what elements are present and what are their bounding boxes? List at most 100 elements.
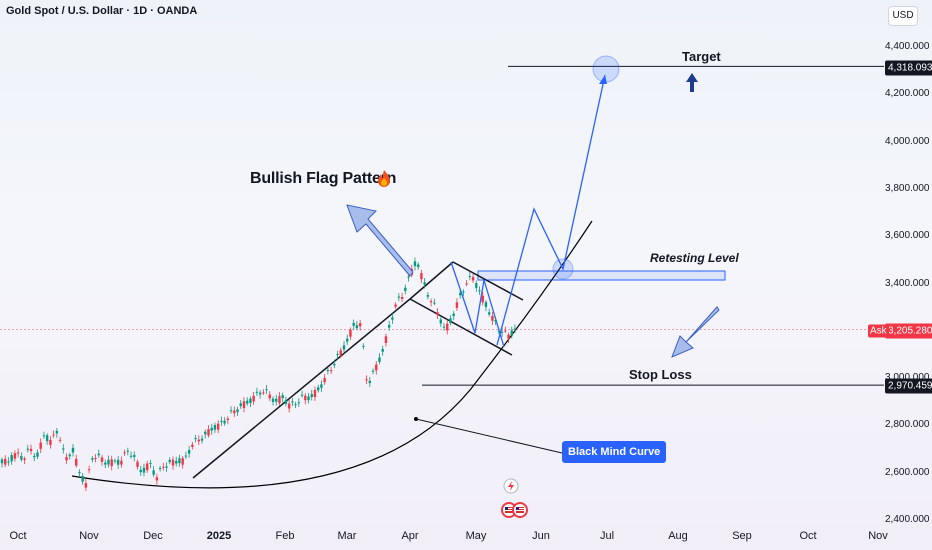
candle-body	[378, 357, 381, 362]
candle-body	[249, 398, 252, 403]
candle-body	[158, 468, 162, 470]
retest-label: Retesting Level	[650, 251, 739, 265]
candle-body	[352, 322, 355, 326]
currency-button[interactable]: USD	[888, 6, 918, 26]
candle-body	[226, 418, 230, 421]
candle-body	[487, 312, 491, 315]
candle-body	[478, 290, 481, 292]
candle-body	[346, 338, 349, 342]
candle-body	[110, 459, 113, 467]
candle-body	[513, 328, 517, 330]
candle-body	[326, 369, 330, 371]
candle-body	[255, 391, 259, 393]
fire-icon	[378, 170, 390, 187]
candle-body	[436, 312, 439, 315]
x-tick-label: May	[465, 530, 487, 542]
symbol-title[interactable]: Gold Spot / U.S. Dollar · 1D · OANDA	[6, 5, 198, 17]
event-flash-icon[interactable]	[503, 478, 519, 494]
candle-body	[204, 431, 207, 435]
pattern-arrow	[346, 204, 414, 277]
candle-body	[375, 364, 378, 371]
y-tick-label: 4,000.000	[885, 135, 930, 147]
candle-body	[113, 460, 117, 462]
candle-body	[13, 453, 17, 459]
candle-body	[420, 273, 423, 280]
candle-body	[7, 461, 10, 463]
candle-body	[287, 403, 291, 409]
candle-body	[497, 330, 501, 332]
candle-body	[407, 276, 410, 278]
target-price-tag: 4,318.093	[885, 60, 932, 76]
candle-body	[23, 458, 26, 460]
candle-body	[29, 448, 33, 452]
candle-body	[142, 467, 146, 473]
candle-body	[362, 345, 365, 347]
candle-body	[442, 326, 446, 328]
candle-body	[291, 401, 294, 403]
candle-body	[365, 379, 368, 381]
candle-body	[304, 395, 307, 401]
candle-body	[36, 452, 39, 457]
x-tick-label: Oct	[9, 530, 27, 542]
candle-body	[468, 276, 472, 278]
y-tick-label: 4,200.000	[885, 88, 930, 100]
candle-body	[316, 387, 320, 391]
candle-body	[446, 323, 449, 331]
candle-body	[417, 264, 420, 268]
candle-body	[75, 459, 78, 466]
candle-body	[265, 389, 268, 391]
x-tick-label: Jun	[532, 530, 550, 542]
flag-top-line	[409, 261, 454, 300]
candle-body	[313, 389, 317, 398]
candle-body	[242, 401, 246, 409]
candle-body	[10, 455, 13, 462]
candle-body	[136, 461, 139, 467]
candle-body	[16, 452, 20, 454]
candle-body	[33, 455, 36, 458]
candle-body	[455, 302, 459, 308]
y-tick-label: 3,600.000	[885, 230, 930, 242]
y-tick-label: 2,400.000	[885, 514, 930, 525]
candle-body	[300, 394, 304, 396]
candle-body	[94, 457, 97, 459]
candle-body	[494, 319, 497, 322]
candle-body	[329, 370, 333, 372]
curve-label[interactable]: Black Mind Curve	[562, 441, 667, 463]
curve-label-connector	[415, 418, 563, 454]
candle-body	[181, 458, 184, 465]
candle-body	[120, 460, 123, 465]
event-us-flag-icon[interactable]	[500, 501, 530, 519]
candle-body	[220, 420, 223, 422]
x-tick-label: Nov	[868, 530, 888, 542]
candle-body	[213, 425, 217, 430]
candle-body	[155, 477, 159, 481]
candle-body	[58, 439, 62, 441]
candle-body	[216, 423, 220, 430]
candle-body	[91, 458, 94, 460]
x-tick-label: Aug	[668, 530, 688, 542]
candle-body	[20, 456, 23, 460]
candle-body	[229, 410, 233, 412]
projection-path	[496, 74, 606, 346]
candle-body	[426, 295, 430, 297]
candle-body	[236, 409, 239, 413]
candle-body	[145, 463, 149, 471]
candle-body	[62, 448, 65, 450]
ask-tag: Ask	[868, 324, 889, 338]
candle-body	[320, 384, 323, 388]
flagpole-line	[192, 298, 411, 479]
candle-body	[191, 444, 194, 448]
candle-body	[310, 394, 313, 398]
target-label: Target	[682, 49, 721, 64]
candle-body	[100, 457, 104, 462]
candle-body	[275, 398, 278, 402]
candle-body	[258, 392, 262, 395]
flag-lower-channel	[409, 298, 513, 356]
x-tick-label: Mar	[337, 530, 357, 542]
x-tick-label: Sep	[732, 530, 752, 542]
candle-body	[433, 302, 436, 304]
candle-body	[500, 331, 504, 333]
